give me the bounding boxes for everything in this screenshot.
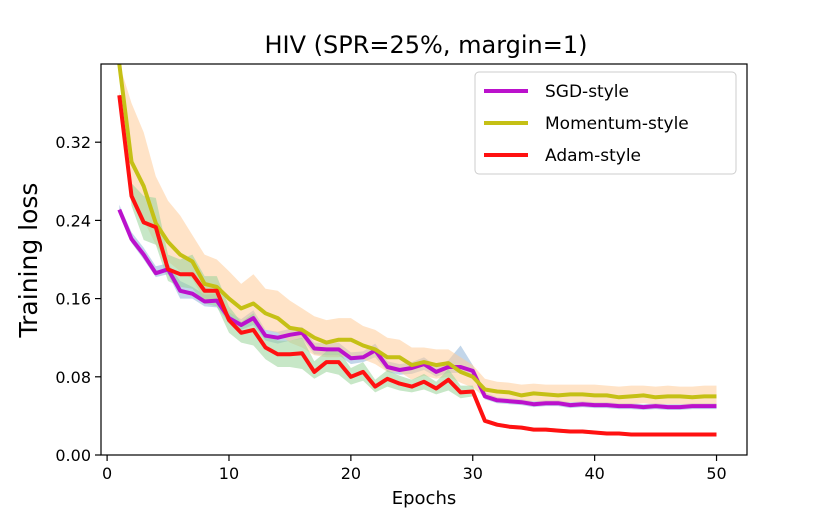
y-tick-label: 0.24 xyxy=(55,211,91,230)
x-tick-label: 10 xyxy=(219,464,239,483)
y-axis-ticks: 0.00 0.08 0.16 0.24 0.32 xyxy=(55,133,101,465)
plot-frame xyxy=(100,63,748,456)
x-tick-label: 30 xyxy=(463,464,483,483)
x-axis-ticks: 0 10 20 30 40 50 xyxy=(102,455,727,483)
x-tick-label: 20 xyxy=(341,464,361,483)
y-tick-label: 0.08 xyxy=(55,368,91,387)
legend-entries: SGD-style Momentum-style Adam-style xyxy=(484,82,689,166)
x-axis-label: Epochs xyxy=(392,488,457,509)
chart-title: HIV (SPR=25%, margin=1) xyxy=(264,31,587,59)
line-adam-style xyxy=(117,95,717,437)
y-tick-label: 0.16 xyxy=(55,290,91,309)
legend-label: SGD-style xyxy=(545,82,629,102)
x-tick-label: 40 xyxy=(584,464,604,483)
y-tick-label: 0.32 xyxy=(55,133,91,152)
series-lines xyxy=(117,64,717,437)
line-momentum-style xyxy=(117,64,717,400)
legend-label: Adam-style xyxy=(545,146,641,166)
x-tick-label: 50 xyxy=(706,464,726,483)
y-axis-label: Training loss xyxy=(14,183,43,339)
legend-label: Momentum-style xyxy=(545,114,689,134)
line-sgd-style xyxy=(117,208,717,410)
y-tick-label: 0.00 xyxy=(55,446,91,465)
plot-area xyxy=(100,63,748,456)
legend-box xyxy=(474,71,737,175)
band-momentum-style xyxy=(119,64,717,406)
legend: SGD-style Momentum-style Adam-style xyxy=(474,71,737,175)
x-tick-label: 0 xyxy=(102,464,112,483)
